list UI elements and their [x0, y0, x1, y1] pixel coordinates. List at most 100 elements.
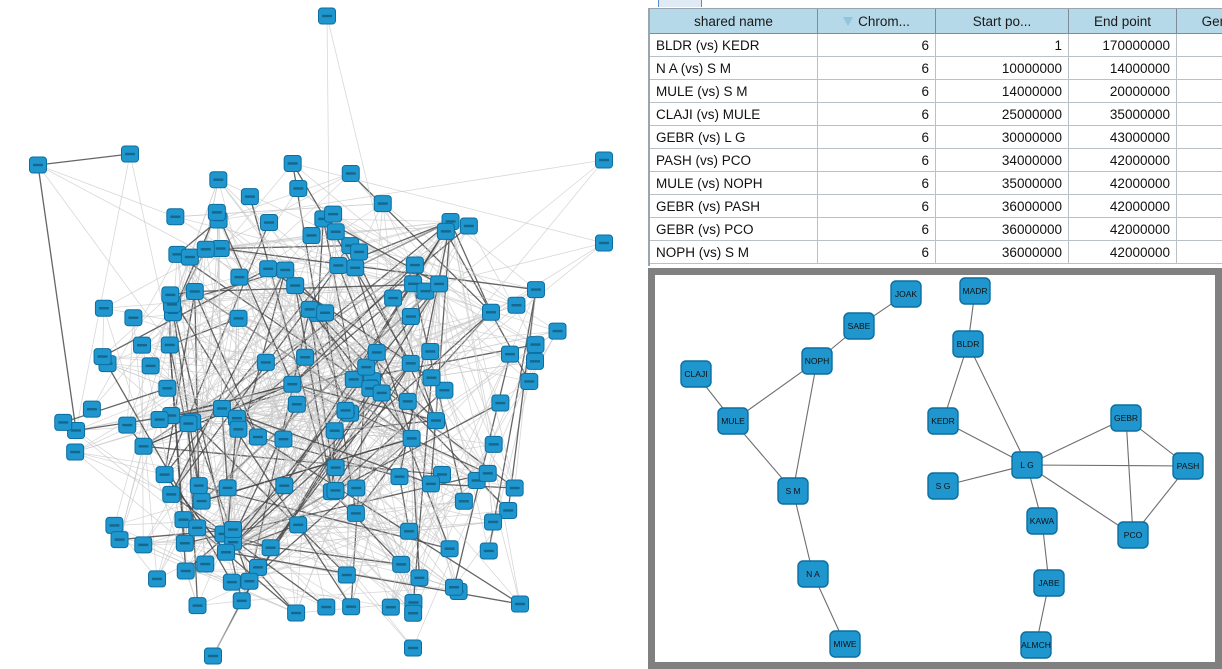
big-network-node[interactable]	[357, 358, 376, 376]
big-network-node[interactable]	[216, 543, 235, 561]
big-network-node[interactable]	[188, 597, 207, 615]
table-cell-shared_name[interactable]: GEBR (vs) PCO	[650, 217, 818, 241]
table-row[interactable]: CLAJI (vs) MULE625000000350000005.9	[650, 102, 1222, 126]
subnetwork-node-shape[interactable]	[952, 330, 984, 358]
big-network-node[interactable]	[404, 604, 423, 622]
subnetwork-node[interactable]: S M	[777, 477, 809, 505]
big-network-node[interactable]	[459, 217, 478, 235]
big-network-node[interactable]	[367, 343, 386, 361]
table-header-shared_name[interactable]: shared name	[650, 9, 818, 34]
big-network-node[interactable]	[204, 647, 222, 665]
subnetwork-node-shape[interactable]	[959, 277, 991, 305]
table-cell-chromosome[interactable]: 6	[817, 125, 936, 149]
subnetwork-node-shape[interactable]	[843, 312, 875, 340]
subnetwork-node-shape[interactable]	[1011, 451, 1043, 479]
table-cell-end_point[interactable]: 42000000	[1068, 240, 1177, 264]
table-header-end_point[interactable]: End point	[1068, 9, 1177, 34]
big-network-node[interactable]	[317, 598, 336, 616]
big-network-node[interactable]	[501, 345, 520, 363]
subnetwork-node[interactable]: JOAK	[890, 280, 922, 308]
subnetwork-node[interactable]: SABE	[843, 312, 875, 340]
subnetwork-node-shape[interactable]	[777, 477, 809, 505]
big-network-node[interactable]	[436, 222, 455, 240]
big-network-node[interactable]	[240, 188, 259, 206]
big-network-node[interactable]	[326, 481, 345, 499]
big-network-node[interactable]	[401, 308, 420, 326]
big-network-node[interactable]	[188, 519, 207, 537]
table-cell-end_point[interactable]: 42000000	[1068, 171, 1177, 195]
big-network-node[interactable]	[507, 296, 526, 314]
big-network-node[interactable]	[344, 370, 363, 388]
subnetwork-node[interactable]: PCO	[1117, 521, 1149, 549]
big-network-node[interactable]	[148, 570, 167, 588]
big-network-node[interactable]	[318, 7, 336, 25]
big-network-node[interactable]	[110, 531, 129, 549]
table-cell-genetic[interactable]: 11.4	[1176, 148, 1222, 172]
big-network-node[interactable]	[207, 203, 226, 221]
big-network-node[interactable]	[259, 260, 278, 278]
main-network-view[interactable]	[0, 0, 648, 669]
subnetwork-node[interactable]: ALMCH	[1020, 631, 1052, 659]
subnetwork-node[interactable]: MADR	[959, 277, 991, 305]
table-header-start_point[interactable]: Start po...	[935, 9, 1069, 34]
table-cell-genetic[interactable]: 8.9	[1176, 194, 1222, 218]
big-network-node[interactable]	[325, 422, 344, 440]
big-network-node[interactable]	[283, 375, 302, 393]
table-cell-start_point[interactable]: 10000000	[935, 56, 1069, 80]
table-cell-shared_name[interactable]: NOPH (vs) S M	[650, 240, 818, 264]
big-network-node[interactable]	[526, 281, 545, 299]
subnetwork-node[interactable]: NOPH	[801, 347, 833, 375]
big-network-node[interactable]	[160, 336, 179, 354]
table-row[interactable]: PASH (vs) PCO6340000004200000011.4	[650, 148, 1222, 172]
big-network-node[interactable]	[595, 151, 613, 169]
table-cell-chromosome[interactable]: 6	[817, 56, 936, 80]
subnetwork-node-shape[interactable]	[1033, 569, 1065, 597]
table-cell-end_point[interactable]: 42000000	[1068, 148, 1177, 172]
big-network-node[interactable]	[548, 322, 567, 340]
big-network-node[interactable]	[329, 256, 348, 274]
big-network-node[interactable]	[595, 234, 613, 252]
big-network-node[interactable]	[66, 443, 85, 461]
big-network-node[interactable]	[162, 485, 181, 503]
table-cell-end_point[interactable]: 14000000	[1068, 56, 1177, 80]
big-network-node[interactable]	[392, 555, 411, 573]
table-cell-chromosome[interactable]: 6	[817, 102, 936, 126]
big-network-nodes[interactable]	[29, 7, 613, 665]
table-row[interactable]: N A (vs) S M610000000140000006.6	[650, 56, 1222, 80]
big-network-node[interactable]	[421, 342, 440, 360]
big-network-node[interactable]	[286, 277, 305, 295]
big-network-node[interactable]	[249, 558, 268, 576]
table-cell-genetic[interactable]: 6.6	[1176, 56, 1222, 80]
big-network-node[interactable]	[426, 412, 445, 430]
table-cell-start_point[interactable]: 30000000	[935, 125, 1069, 149]
big-network-node[interactable]	[324, 205, 343, 223]
big-network-node[interactable]	[209, 171, 228, 189]
big-network-canvas[interactable]	[0, 0, 648, 669]
big-network-node[interactable]	[445, 578, 464, 596]
table-cell-start_point[interactable]: 35000000	[935, 171, 1069, 195]
big-network-node[interactable]	[302, 226, 321, 244]
table-cell-chromosome[interactable]: 6	[817, 194, 936, 218]
table-cell-shared_name[interactable]: GEBR (vs) L G	[650, 125, 818, 149]
big-network-node[interactable]	[401, 354, 420, 372]
big-network-node[interactable]	[511, 595, 529, 613]
table-cell-end_point[interactable]: 170000000	[1068, 33, 1177, 57]
big-network-node[interactable]	[256, 353, 275, 371]
subnetwork-node-shape[interactable]	[927, 472, 959, 500]
table-cell-chromosome[interactable]: 6	[817, 79, 936, 103]
table-cell-start_point[interactable]: 36000000	[935, 240, 1069, 264]
big-network-node[interactable]	[326, 459, 345, 477]
table-cell-shared_name[interactable]: MULE (vs) S M	[650, 79, 818, 103]
big-network-node[interactable]	[505, 479, 524, 497]
big-network-node[interactable]	[133, 336, 152, 354]
big-network-node[interactable]	[421, 475, 440, 493]
table-cell-genetic[interactable]: 5.9	[1176, 102, 1222, 126]
edge-table[interactable]: shared name Chrom... Start po... End point G…	[650, 9, 1222, 264]
big-network-node[interactable]	[134, 536, 153, 554]
big-network-node[interactable]	[166, 208, 185, 226]
big-network-node[interactable]	[158, 379, 177, 397]
big-network-node[interactable]	[347, 479, 366, 497]
big-network-node[interactable]	[176, 562, 195, 580]
table-cell-chromosome[interactable]: 6	[817, 240, 936, 264]
table-cell-shared_name[interactable]: MULE (vs) NOPH	[650, 171, 818, 195]
